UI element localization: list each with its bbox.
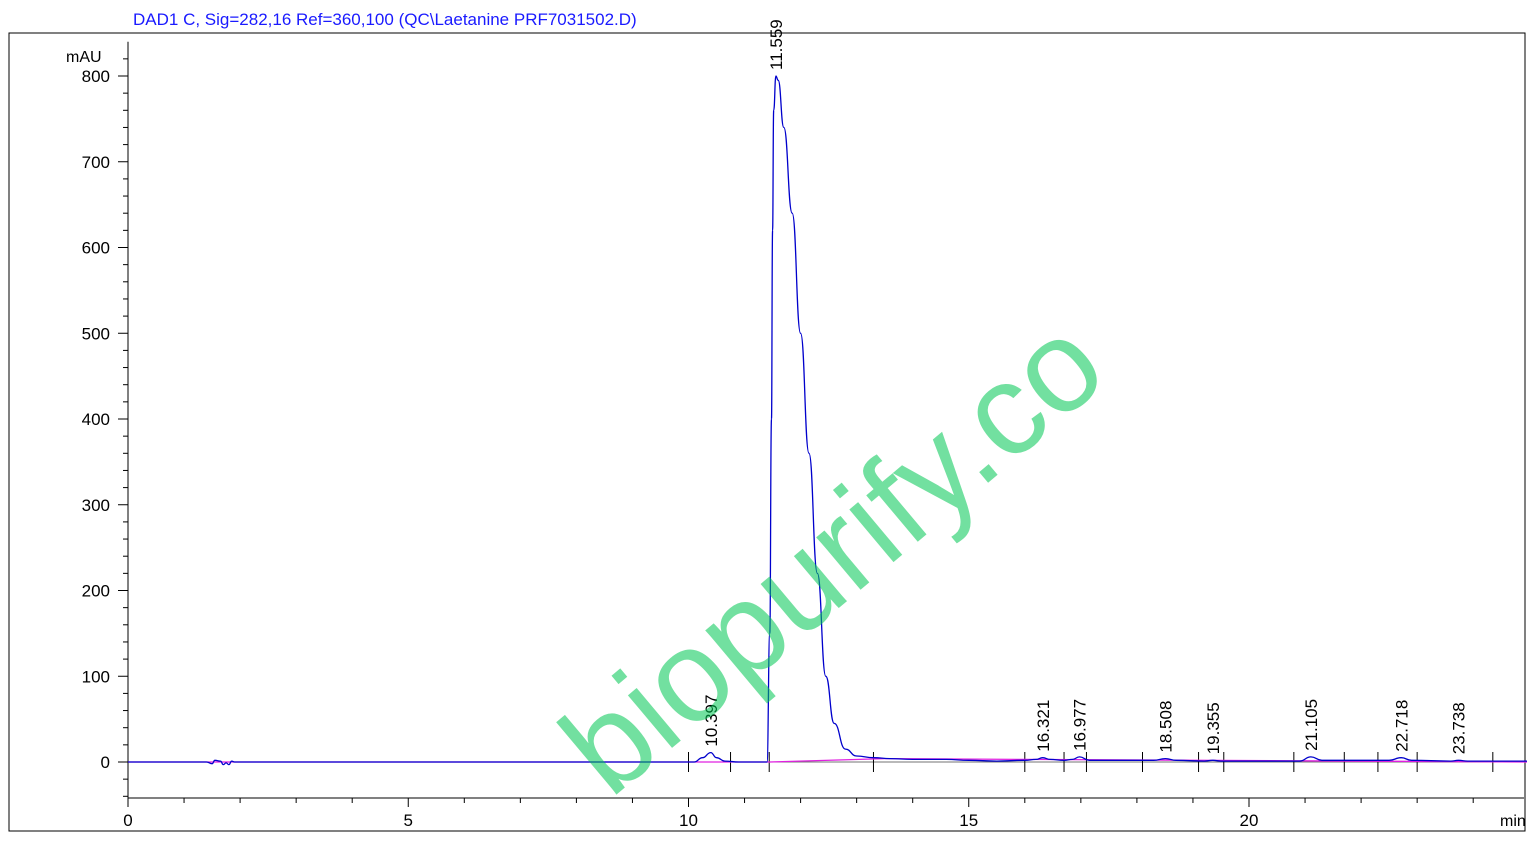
x-tick-label: 20	[1240, 811, 1259, 830]
x-axis-label: min	[1500, 813, 1526, 830]
y-tick-label: 400	[82, 410, 110, 429]
peak-label: 22.718	[1392, 700, 1411, 752]
chart-title: DAD1 C, Sig=282,16 Ref=360,100 (QC\Laeta…	[133, 10, 637, 29]
y-tick-label: 600	[82, 239, 110, 258]
y-tick-label: 700	[82, 153, 110, 172]
peak-label: 19.355	[1204, 702, 1223, 754]
peak-label: 11.559	[767, 19, 786, 70]
peak-labels: 10.397 11.559 16.321 16.977 18.508 19.355 21.1…	[702, 19, 1469, 754]
x-tick-label: 15	[959, 811, 978, 830]
y-tick-label: 100	[82, 667, 110, 686]
peak-label: 16.321	[1034, 700, 1053, 752]
x-tick-label: 5	[404, 811, 413, 830]
y-tick-label: 500	[82, 324, 110, 343]
signal-trace	[128, 75, 1527, 766]
peak-label: 16.977	[1071, 699, 1090, 751]
x-tick-label: 10	[679, 811, 698, 830]
y-axis-label: mAU	[66, 49, 102, 66]
x-tick-label: 0	[123, 811, 132, 830]
y-tick-label: 800	[82, 67, 110, 86]
y-tick-label: 300	[82, 496, 110, 515]
plot-frame	[8, 32, 1526, 832]
axis-ticks: 0 100 200 300 400 500 600 700 800 0 5 10 15 20	[82, 58, 1474, 830]
axes	[127, 41, 1524, 799]
peak-label: 10.397	[702, 695, 721, 747]
y-tick-label: 200	[82, 582, 110, 601]
peak-label: 21.105	[1302, 699, 1321, 751]
peak-label: 23.738	[1450, 702, 1469, 754]
y-tick-label: 0	[101, 753, 110, 772]
peak-label: 18.508	[1156, 701, 1175, 753]
